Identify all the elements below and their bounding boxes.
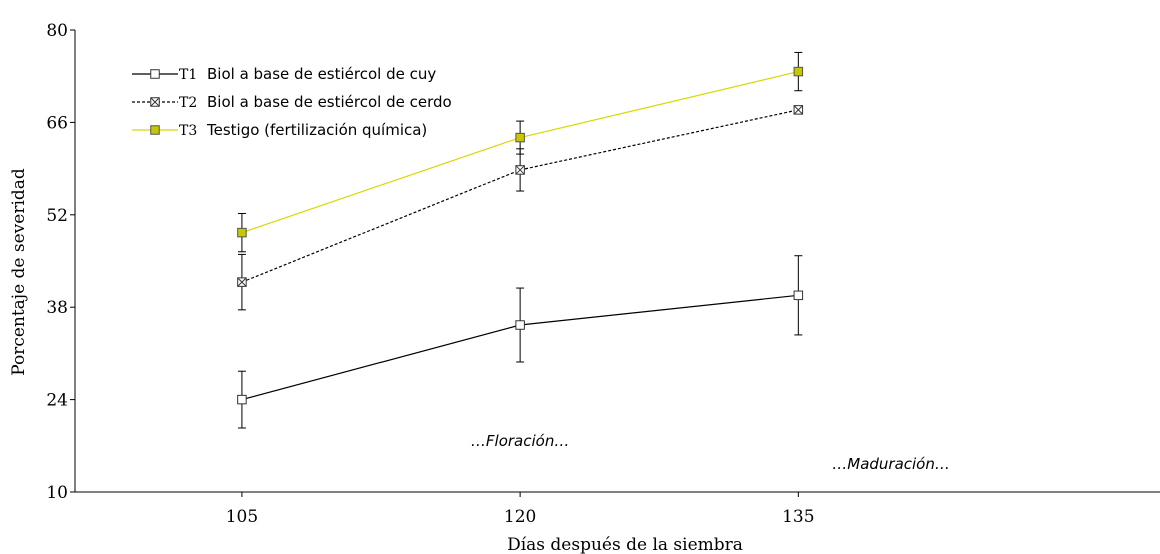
legend-code-t3: T3 — [179, 123, 197, 139]
y-tick-label: 52 — [46, 206, 68, 226]
annotations: …Floración… …Maduración… — [471, 432, 950, 473]
marker-square — [150, 69, 160, 79]
axes: 10 24 38 52 66 80 105 120 135 — [46, 21, 1160, 527]
data-point-t1 — [237, 394, 247, 405]
annotation-text: …Maduración… — [832, 455, 950, 473]
y-tick-label: 10 — [46, 483, 68, 503]
x-axis-title: Días después de la siembra — [507, 535, 743, 554]
data-point-t2 — [793, 105, 804, 115]
marker-square — [515, 132, 525, 143]
annotation-text: …Floración… — [471, 432, 569, 450]
data-point-t3 — [515, 132, 525, 143]
marker-square — [237, 394, 247, 405]
y-tick-label: 66 — [46, 113, 68, 133]
legend-label-t1: Biol a base de estiércol de cuy — [207, 65, 436, 83]
data-point-t2 — [150, 97, 160, 107]
y-tick-label: 80 — [46, 21, 68, 41]
chart-marks — [237, 51, 804, 429]
marker-square — [793, 66, 804, 77]
marker-cross — [515, 165, 525, 175]
legend-code-t2: T2 — [179, 95, 197, 111]
data-point-t3 — [150, 125, 160, 135]
marker-cross — [237, 277, 247, 287]
data-point-t1 — [793, 290, 804, 301]
marker-square — [793, 290, 804, 301]
data-point-t2 — [237, 277, 247, 287]
legend: T1 Biol a base de estiércol de cuy T2 Biol … — [132, 65, 452, 139]
legend-label-t2: Biol a base de estiércol de cerdo — [207, 93, 452, 111]
y-tick-label: 24 — [46, 391, 68, 411]
x-tick-label: 105 — [226, 507, 258, 527]
data-point-t2 — [515, 165, 525, 175]
x-tick-label: 120 — [504, 507, 536, 527]
legend-code-t1: T1 — [179, 67, 197, 83]
y-tick-label: 38 — [46, 298, 68, 318]
data-point-t1 — [150, 69, 160, 79]
legend-label-t3: Testigo (fertilización química) — [206, 121, 427, 139]
data-point-t3 — [793, 66, 804, 77]
data-point-t1 — [515, 320, 525, 330]
marker-square — [150, 125, 160, 135]
marker-square — [237, 227, 247, 238]
data-point-t3 — [237, 227, 247, 238]
marker-cross — [793, 105, 803, 115]
marker-square — [515, 320, 525, 330]
marker-cross — [150, 97, 160, 107]
y-axis-title: Porcentaje de severidad — [9, 168, 29, 376]
x-tick-label: 135 — [782, 507, 814, 527]
